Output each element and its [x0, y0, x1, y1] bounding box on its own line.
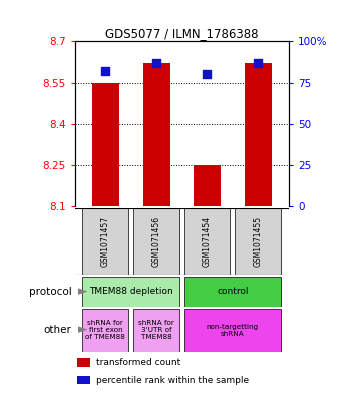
Text: percentile rank within the sample: percentile rank within the sample [96, 376, 249, 385]
Text: protocol: protocol [29, 287, 71, 297]
Bar [82, 277, 180, 307]
Text: non-targetting
shRNA: non-targetting shRNA [207, 323, 259, 337]
Text: ►: ► [78, 285, 88, 298]
Text: other: other [44, 325, 71, 335]
Text: GSM1071455: GSM1071455 [254, 216, 263, 267]
Text: TMEM88 depletion: TMEM88 depletion [89, 287, 173, 296]
Point [205, 71, 210, 77]
Bar [184, 208, 231, 275]
Title: GDS5077 / ILMN_1786388: GDS5077 / ILMN_1786388 [105, 27, 259, 40]
Text: GSM1071456: GSM1071456 [152, 216, 161, 267]
Text: GSM1071457: GSM1071457 [101, 216, 110, 267]
Bar [82, 309, 129, 352]
Bar [184, 277, 282, 307]
Bar [235, 208, 282, 275]
Text: ►: ► [78, 323, 88, 337]
Text: GSM1071454: GSM1071454 [203, 216, 212, 267]
Bar [184, 309, 282, 352]
Bar [77, 358, 90, 367]
Point [103, 68, 108, 74]
Bar [92, 83, 119, 206]
Point [154, 60, 159, 66]
Bar [82, 208, 129, 275]
Bar [194, 165, 221, 206]
Text: shRNA for
3'UTR of
TMEM88: shRNA for 3'UTR of TMEM88 [138, 320, 174, 340]
Text: transformed count: transformed count [96, 358, 181, 367]
Bar [133, 208, 180, 275]
Text: shRNA for
first exon
of TMEM88: shRNA for first exon of TMEM88 [85, 320, 125, 340]
Bar [133, 309, 180, 352]
Bar [245, 63, 272, 206]
Text: control: control [217, 287, 249, 296]
Bar [77, 376, 90, 384]
Bar [143, 63, 170, 206]
Point [256, 60, 261, 66]
